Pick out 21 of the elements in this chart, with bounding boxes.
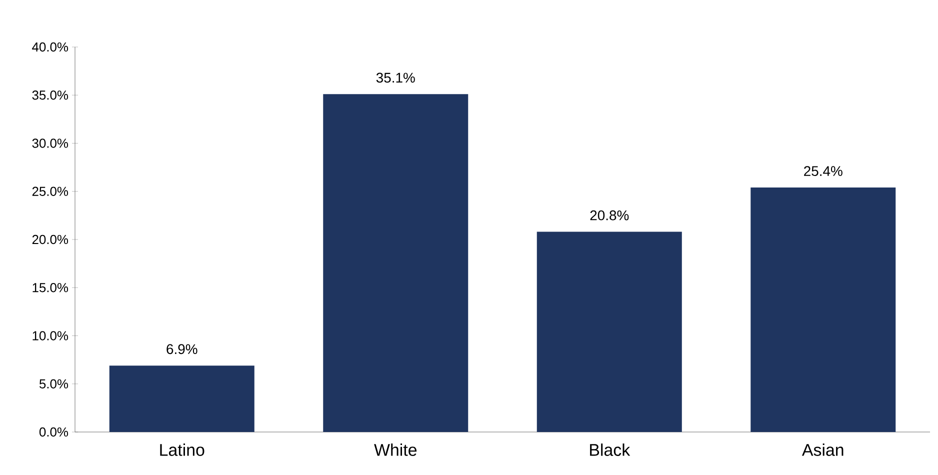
y-tick-label: 20.0% <box>32 234 68 244</box>
data-label: 20.8% <box>590 210 629 220</box>
x-tick-label: Black <box>590 444 630 456</box>
y-tick-label: 5.0% <box>39 379 68 388</box>
data-label: 6.9% <box>166 344 198 354</box>
y-tick-label: 15.0% <box>32 283 68 292</box>
y-tick-label: 35.0% <box>32 90 68 100</box>
bar <box>750 188 896 432</box>
y-tick-label: 40.0% <box>32 42 68 52</box>
x-tick-label: Latino <box>160 444 204 456</box>
data-label: 35.1% <box>376 72 415 83</box>
x-tick-label: Asian <box>802 444 844 456</box>
data-label: 25.4% <box>804 166 842 176</box>
bar <box>536 232 682 432</box>
bar <box>323 94 468 432</box>
y-tick-label: 30.0% <box>32 138 68 148</box>
y-tick-label: 0.0% <box>39 427 68 437</box>
y-tick-label: 10.0% <box>32 331 68 340</box>
x-tick-label: White <box>374 444 417 456</box>
y-tick-label: 25.0% <box>32 186 68 196</box>
bar <box>109 366 254 432</box>
